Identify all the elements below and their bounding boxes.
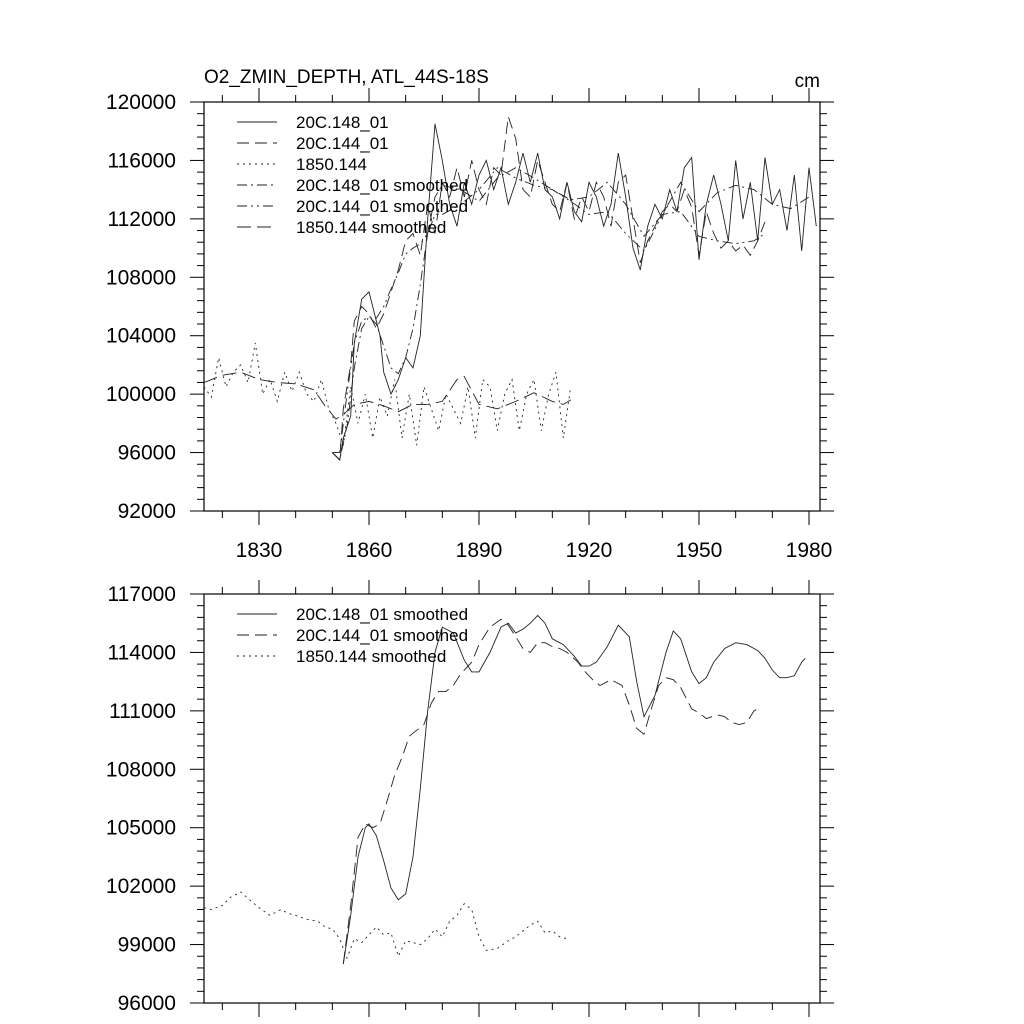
legend-label: 1850.144 smoothed	[296, 218, 446, 237]
legend-label: 20C.148_01	[296, 113, 389, 132]
bottom-series	[203, 614, 806, 965]
y-tick-label: 120000	[106, 91, 176, 114]
series-line	[331, 167, 810, 461]
x-tick-label: 1890	[456, 539, 503, 562]
bottom-axes: 96000 99000 102000 105000 108000 111000 114000…	[106, 580, 834, 1017]
legend-label: 1850.144	[296, 155, 367, 174]
y-tick-label: 114000	[107, 641, 176, 664]
legend-label: 20C.148_01 smoothed	[296, 176, 468, 195]
legend-label: 20C.144_01 smoothed	[296, 626, 468, 645]
y-tick-label: 112000	[107, 208, 176, 231]
bottom-panel: 96000 99000 102000 105000 108000 111000 114000…	[106, 580, 834, 1017]
legend-label: 1850.144 smoothed	[296, 647, 446, 666]
series-line	[203, 342, 572, 446]
top-series	[203, 116, 817, 461]
y-tick-label: 96000	[118, 442, 176, 465]
series-line	[342, 614, 806, 965]
x-tick-label: 1980	[786, 539, 833, 562]
legend-label: 20C.148_01 smoothed	[296, 605, 468, 624]
top-panel: O2_ZMIN_DEPTH, ATL_44S-18S cm 1830 1860 18…	[106, 67, 834, 562]
y-tick-label: 108000	[106, 758, 176, 781]
bottom-legend: 20C.148_01 smoothed 20C.144_01 smoothed 18…	[237, 605, 468, 666]
top-axes: 1830 1860 1890 1920 1950 1980 92000 96000 100000…	[106, 88, 834, 562]
x-tick-label: 1860	[346, 539, 393, 562]
top-legend: 20C.148_01 20C.144_01 1850.144 20C.148_01 s…	[237, 113, 468, 237]
y-tick-label: 99000	[118, 934, 176, 957]
y-tick-label: 102000	[106, 875, 176, 898]
x-tick-label: 1950	[676, 539, 723, 562]
y-tick-label: 116000	[107, 149, 176, 172]
y-tick-label: 100000	[106, 383, 176, 406]
legend-label: 20C.144_01	[296, 134, 389, 153]
x-tick-label: 1830	[236, 539, 283, 562]
plot-frame	[203, 593, 821, 1004]
series-line	[332, 167, 766, 454]
y-tick-label: 96000	[118, 992, 176, 1015]
y-tick-label: 108000	[106, 266, 176, 289]
legend-label: 20C.144_01 smoothed	[296, 197, 468, 216]
chart-title: O2_ZMIN_DEPTH, ATL_44S-18S	[204, 67, 489, 88]
y-tick-label: 105000	[106, 817, 176, 840]
y-tick-label: 117000	[107, 583, 176, 606]
series-line	[331, 123, 817, 461]
units-label: cm	[795, 71, 820, 92]
series-line	[331, 116, 766, 461]
y-tick-label: 104000	[106, 325, 176, 348]
series-line	[342, 618, 762, 965]
x-tick-label: 1920	[566, 539, 613, 562]
plot-frame	[203, 101, 821, 512]
series-line	[203, 891, 568, 960]
y-tick-label: 111000	[109, 700, 176, 723]
series-line	[203, 371, 571, 420]
y-tick-label: 92000	[118, 500, 176, 523]
